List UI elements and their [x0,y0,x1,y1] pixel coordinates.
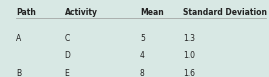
Text: 4: 4 [140,51,145,60]
Text: Mean: Mean [140,8,164,17]
Text: 1.0: 1.0 [183,51,195,60]
Text: E: E [65,69,69,77]
Text: 5: 5 [140,34,145,43]
Text: Path: Path [16,8,36,17]
Text: D: D [65,51,70,60]
Text: C: C [65,34,70,43]
Text: 1.3: 1.3 [183,34,195,43]
Text: A: A [16,34,22,43]
Text: 8: 8 [140,69,145,77]
Text: Activity: Activity [65,8,98,17]
Text: Standard Deviation: Standard Deviation [183,8,267,17]
Text: 1.6: 1.6 [183,69,195,77]
Text: B: B [16,69,21,77]
